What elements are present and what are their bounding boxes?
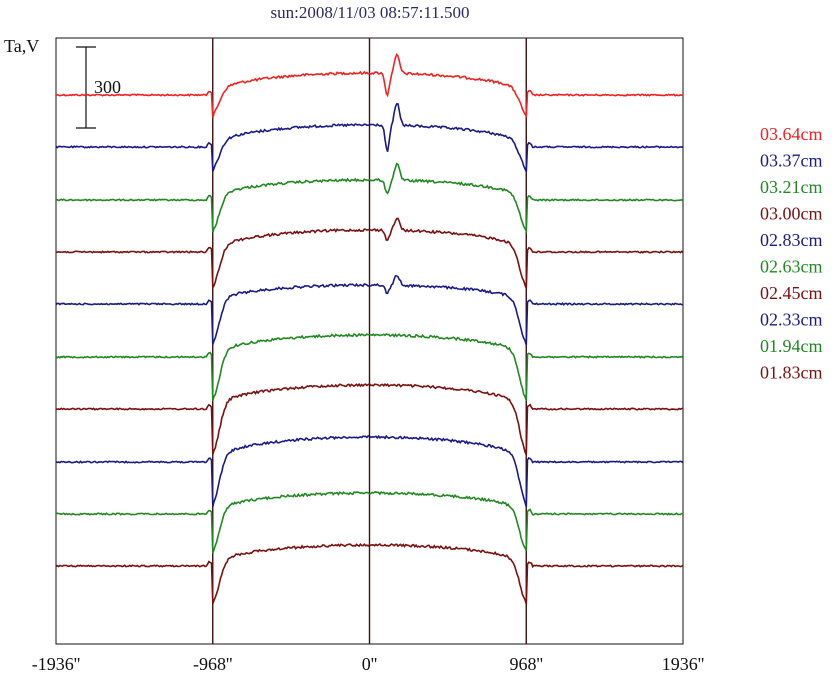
x-tick-label: 0'' [362, 654, 378, 674]
x-tick-label: 1936'' [662, 654, 705, 674]
legend-entry: 02.45cm [760, 283, 823, 303]
legend-entry: 01.83cm [760, 363, 823, 383]
series-lines [55, 52, 684, 605]
legend-entry: 02.83cm [760, 230, 823, 250]
series-line-02-33cm [55, 434, 684, 508]
legend-entry: 03.00cm [760, 204, 823, 224]
chart-title: sun:2008/11/03 08:57:11.500 [271, 3, 470, 22]
series-line-03-37cm [55, 103, 684, 173]
series-line-03-21cm [55, 162, 684, 235]
series-line-01-94cm [55, 490, 684, 554]
series-line-02-83cm [55, 275, 684, 346]
legend-entry: 02.63cm [760, 257, 823, 277]
x-tick-label: 968'' [510, 654, 544, 674]
legend-entry: 03.64cm [760, 124, 823, 144]
series-line-03-64cm [55, 52, 684, 119]
x-tick-label: -968'' [193, 654, 232, 674]
x-tick-label: -1936'' [32, 654, 80, 674]
series-line-01-83cm [55, 542, 684, 605]
legend-entry: 03.37cm [760, 151, 823, 171]
legend-entry: 01.94cm [760, 336, 823, 356]
x-tick-labels: -1936'' -968'' 0'' 968'' 1936'' [32, 654, 704, 674]
scale-bar-label: 300 [94, 77, 121, 97]
legend-entry: 03.21cm [760, 177, 823, 197]
scale-bar: 300 [76, 46, 121, 129]
y-axis-label: Ta,V [4, 36, 39, 56]
legend: 03.64cm 03.37cm 03.21cm 03.00cm 02.83cm 02.63… [760, 124, 823, 383]
series-line-02-63cm [55, 332, 684, 402]
series-line-02-45cm [55, 382, 683, 456]
series-line-03-00cm [55, 217, 684, 291]
legend-entry: 02.33cm [760, 310, 823, 330]
